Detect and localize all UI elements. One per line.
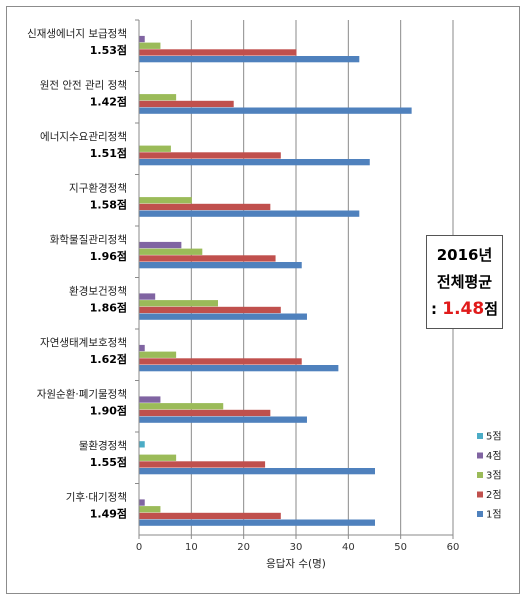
bar	[139, 56, 360, 63]
legend-swatch	[477, 511, 483, 517]
bar	[139, 416, 307, 423]
bar	[139, 293, 156, 300]
legend-label: 1점	[486, 509, 502, 521]
bar	[139, 255, 276, 262]
bar	[139, 248, 203, 255]
category-label: 원전 안전 관리 정책	[40, 79, 127, 91]
bar	[139, 94, 177, 101]
bar	[139, 241, 182, 249]
x-tick-label: 0	[136, 542, 142, 553]
bar	[139, 300, 218, 307]
bar	[139, 409, 271, 417]
average-label: 전체평균	[436, 272, 493, 291]
category-score: 1.90점	[90, 403, 127, 417]
category-label: 에너지수요관리정책	[40, 131, 127, 143]
bar	[139, 512, 281, 520]
category-label: 자원순환·폐기물정책	[37, 388, 127, 400]
average-year: 2016년	[436, 245, 493, 264]
average-score: : 1.48점	[431, 296, 498, 323]
legend-label: 3점	[486, 470, 502, 482]
bar	[139, 42, 161, 49]
legend-swatch	[477, 433, 483, 439]
legend-swatch	[477, 472, 483, 478]
bar	[139, 100, 234, 108]
bar	[139, 351, 177, 358]
legend-label: 4점	[486, 450, 502, 462]
category-label: 신재생에너지 보급정책	[27, 28, 127, 40]
bar	[139, 159, 370, 166]
category-score: 1.42점	[90, 94, 127, 108]
legend-label: 5점	[486, 431, 502, 443]
bar	[139, 519, 375, 526]
bar	[139, 365, 339, 372]
average-unit: 점	[484, 299, 498, 318]
x-axis-title: 응답자 수(명)	[266, 558, 326, 570]
category-label: 자연생태계보호정책	[40, 337, 127, 349]
category-score: 1.51점	[90, 146, 127, 160]
category-score: 1.49점	[90, 506, 127, 520]
category-label: 환경보건정책	[69, 284, 127, 297]
bar	[139, 454, 177, 461]
legend-label: 2점	[486, 489, 502, 501]
category-label: 화학물질관리정책	[50, 234, 127, 246]
x-tick-label: 60	[447, 542, 460, 553]
bar	[139, 344, 145, 352]
category-score: 1.96점	[90, 249, 127, 263]
category-label: 지구환경정책	[69, 181, 127, 194]
bar	[139, 197, 192, 204]
bar	[139, 396, 161, 403]
bar	[139, 306, 281, 314]
bar	[139, 107, 412, 114]
average-value: 1.48	[442, 298, 485, 319]
category-score: 1.55점	[90, 455, 127, 469]
category-label: 물환경정책	[79, 439, 127, 452]
legend-swatch	[477, 452, 483, 459]
x-tick-label: 50	[394, 542, 407, 553]
bar	[139, 499, 145, 506]
category-score: 1.86점	[90, 300, 127, 314]
bar	[139, 441, 145, 448]
category-label: 기후·대기정책	[66, 491, 127, 503]
bar	[139, 403, 224, 410]
bar	[139, 262, 302, 269]
bar	[139, 35, 145, 43]
bar	[139, 461, 266, 468]
bar	[139, 49, 297, 56]
bar	[139, 152, 281, 159]
x-tick-label: 20	[237, 542, 250, 553]
legend-swatch	[477, 491, 483, 498]
bar	[139, 358, 302, 365]
x-tick-label: 10	[185, 542, 198, 553]
category-score: 1.53점	[90, 43, 127, 57]
category-score: 1.62점	[90, 352, 127, 366]
x-tick-label: 30	[290, 542, 303, 553]
x-tick-label: 40	[342, 542, 355, 553]
bar	[139, 203, 271, 211]
average-annotation-box: 2016년 전체평균 : 1.48점	[426, 235, 503, 329]
bar	[139, 313, 307, 320]
bar	[139, 145, 171, 152]
bar	[139, 506, 161, 513]
bar	[139, 468, 375, 475]
category-score: 1.58점	[90, 197, 127, 211]
bar	[139, 210, 360, 217]
average-prefix: :	[431, 299, 443, 318]
